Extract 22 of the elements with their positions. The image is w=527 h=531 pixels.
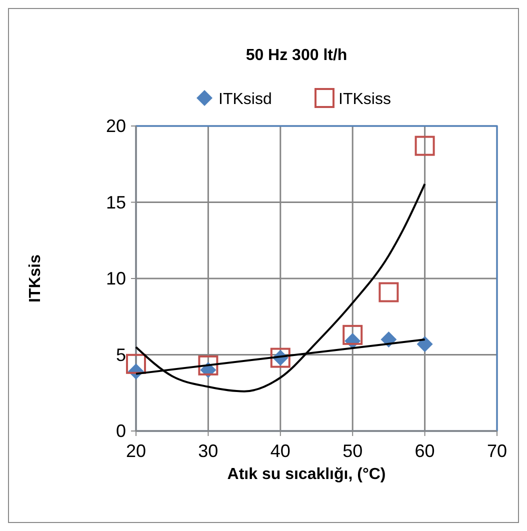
point xyxy=(414,136,435,156)
y-axis-title: ITKsis xyxy=(27,254,44,303)
x-tick-label: 60 xyxy=(414,441,435,461)
line-series xyxy=(135,182,426,392)
x-tick-label: 50 xyxy=(342,441,363,461)
chart-title: 50 Hz 300 lt/h xyxy=(246,47,348,64)
y-tick-label: 0 xyxy=(116,421,126,441)
legend-label: ITKsisd xyxy=(218,91,272,108)
point xyxy=(342,324,363,345)
y-tick-label: 10 xyxy=(106,268,126,288)
x-axis-title: Atık su sıcaklığı, (°C) xyxy=(227,466,386,483)
x-tick-label: 40 xyxy=(270,441,290,461)
point xyxy=(378,282,399,302)
x-tick-label: 30 xyxy=(198,441,218,461)
point xyxy=(198,355,218,376)
point xyxy=(416,336,433,352)
legend-label: ITKsiss xyxy=(338,91,391,108)
y-tick-label: 5 xyxy=(116,344,126,365)
point xyxy=(126,354,146,374)
y-tick-label: 15 xyxy=(106,192,126,212)
x-tick-label: 70 xyxy=(486,441,508,461)
y-tick-label: 20 xyxy=(106,116,126,136)
